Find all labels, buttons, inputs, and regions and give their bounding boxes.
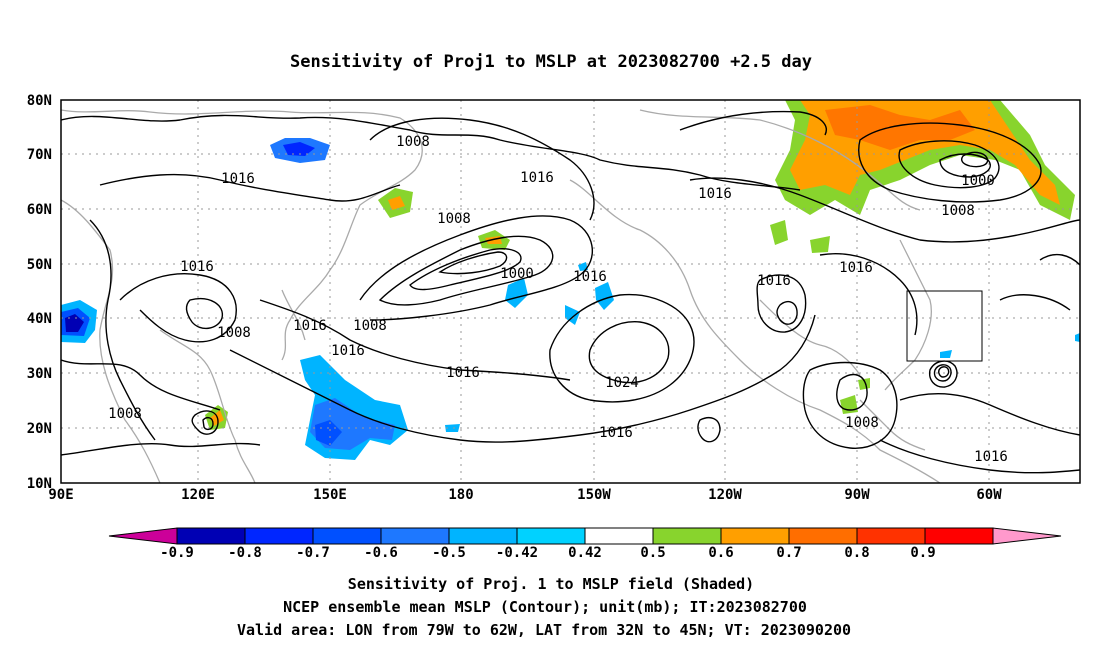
latitude-labels: 80N 70N 60N 50N 40N 30N 20N 10N bbox=[27, 93, 52, 492]
colorbar-segment bbox=[516, 527, 586, 545]
contour-label: 1008 bbox=[108, 406, 142, 422]
colorbar-min-triangle bbox=[108, 527, 178, 545]
lat-label: 30N bbox=[27, 366, 52, 382]
gridlines bbox=[61, 100, 1080, 483]
contour-label: 1016 bbox=[180, 259, 214, 275]
contour-label: 1008 bbox=[353, 318, 387, 334]
caption-line-1: Sensitivity of Proj. 1 to MSLP field (Sh… bbox=[348, 575, 754, 593]
lat-label: 70N bbox=[27, 147, 52, 163]
colorbar-segment bbox=[380, 527, 450, 545]
lon-label: 150E bbox=[313, 487, 347, 503]
colorbar-label: 0.42 bbox=[568, 545, 602, 561]
contour-label: 1008 bbox=[217, 325, 251, 341]
colorbar-segment bbox=[448, 527, 518, 545]
colorbar-labels: -0.9 -0.8 -0.7 -0.6 -0.5 -0.42 0.42 0.5 … bbox=[160, 545, 936, 561]
lon-label: 180 bbox=[448, 487, 473, 503]
contour-label: 1016 bbox=[221, 171, 255, 187]
contour-label: 1000 bbox=[500, 266, 534, 282]
contour-label: 1016 bbox=[293, 318, 327, 334]
colorbar-label: -0.8 bbox=[228, 545, 262, 561]
longitude-labels: 90E 120E 150E 180 150W 120W 90W 60W bbox=[48, 487, 1002, 503]
lat-label: 50N bbox=[27, 257, 52, 273]
colorbar-label: 0.7 bbox=[776, 545, 801, 561]
lat-label: 40N bbox=[27, 311, 52, 327]
colorbar-label: 0.5 bbox=[640, 545, 665, 561]
colorbar-segment bbox=[720, 527, 790, 545]
lon-label: 90W bbox=[844, 487, 870, 503]
contour-label: 1016 bbox=[839, 260, 873, 276]
lat-label: 20N bbox=[27, 421, 52, 437]
colorbar-label: -0.7 bbox=[296, 545, 330, 561]
colorbar-label: 0.9 bbox=[910, 545, 935, 561]
caption-line-3: Valid area: LON from 79W to 62W, LAT fro… bbox=[237, 621, 851, 639]
map-frame bbox=[60, 99, 1081, 484]
contour-label: 1024 bbox=[605, 375, 639, 391]
lat-label: 60N bbox=[27, 202, 52, 218]
colorbar-segment bbox=[924, 527, 994, 545]
colorbar-segment bbox=[584, 527, 654, 545]
map-area: 1008 1016 1016 1016 1008 1000 1016 1016 … bbox=[27, 93, 1081, 503]
colorbar bbox=[108, 527, 1062, 545]
coastlines bbox=[61, 109, 941, 483]
contour-labels: 1008 1016 1016 1016 1008 1000 1016 1016 … bbox=[108, 134, 1008, 465]
mslp-contours bbox=[61, 110, 1080, 474]
colorbar-label: 0.8 bbox=[844, 545, 869, 561]
lat-label: 80N bbox=[27, 93, 52, 109]
contour-label: 1008 bbox=[396, 134, 430, 150]
colorbar-segment bbox=[176, 527, 246, 545]
colorbar-label: 0.6 bbox=[708, 545, 733, 561]
contour-label: 1000 bbox=[961, 173, 995, 189]
colorbar-segment bbox=[312, 527, 382, 545]
colorbar-segment bbox=[788, 527, 858, 545]
lon-label: 150W bbox=[577, 487, 611, 503]
contour-label: 1008 bbox=[941, 203, 975, 219]
contour-label: 1016 bbox=[446, 365, 480, 381]
lat-label: 10N bbox=[27, 476, 52, 492]
contour-label: 1016 bbox=[698, 186, 732, 202]
lon-label: 90E bbox=[48, 487, 73, 503]
colorbar-label: -0.42 bbox=[496, 545, 538, 561]
colorbar-label: -0.9 bbox=[160, 545, 194, 561]
contour-label: 1016 bbox=[974, 449, 1008, 465]
contour-label: 1016 bbox=[520, 170, 554, 186]
contour-label: 1008 bbox=[437, 211, 471, 227]
valid-area-box bbox=[906, 290, 983, 362]
contour-label: 1016 bbox=[573, 269, 607, 285]
lon-label: 120W bbox=[708, 487, 742, 503]
colorbar-label: -0.5 bbox=[432, 545, 466, 561]
caption-line-2: NCEP ensemble mean MSLP (Contour); unit(… bbox=[283, 598, 807, 616]
colorbar-segment bbox=[652, 527, 722, 545]
contour-label: 1016 bbox=[599, 425, 633, 441]
colorbar-segment bbox=[244, 527, 314, 545]
contour-label: 1008 bbox=[845, 415, 879, 431]
figure-title: Sensitivity of Proj1 to MSLP at 20230827… bbox=[290, 52, 812, 72]
colorbar-label: -0.6 bbox=[364, 545, 398, 561]
contour-label: 1016 bbox=[331, 343, 365, 359]
negative-sensitivity-shading bbox=[61, 138, 1080, 460]
colorbar-segment bbox=[856, 527, 926, 545]
colorbar-max-triangle bbox=[992, 527, 1062, 545]
lon-label: 60W bbox=[976, 487, 1002, 503]
lon-label: 120E bbox=[181, 487, 215, 503]
contour-label: 1016 bbox=[757, 273, 791, 289]
